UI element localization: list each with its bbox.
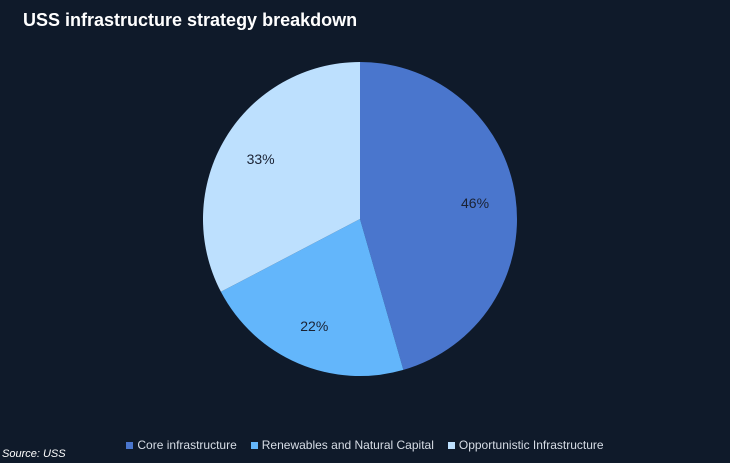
- legend: Core infrastructure Renewables and Natur…: [0, 438, 730, 452]
- legend-swatch: [250, 441, 258, 449]
- source-note: Source: USS: [2, 448, 66, 460]
- slice-label-2: 33%: [247, 151, 275, 167]
- pie-slice-0: [360, 62, 517, 370]
- legend-label: Opportunistic Infrastructure: [458, 438, 604, 452]
- legend-item-renewables: Renewables and Natural Capital: [250, 438, 434, 452]
- legend-label: Renewables and Natural Capital: [261, 438, 434, 452]
- legend-label: Core infrastructure: [137, 438, 237, 452]
- slice-label-1: 22%: [300, 318, 328, 334]
- slice-label-0: 46%: [461, 195, 489, 211]
- pie-slice-2: [203, 62, 360, 292]
- pie-slice-1: [220, 219, 404, 376]
- legend-item-core-infrastructure: Core infrastructure: [126, 438, 237, 452]
- legend-item-opportunistic: Opportunistic Infrastructure: [447, 438, 604, 452]
- legend-swatch: [447, 441, 455, 449]
- legend-swatch: [126, 441, 134, 449]
- chart-title: USS infrastructure strategy breakdown: [23, 10, 358, 30]
